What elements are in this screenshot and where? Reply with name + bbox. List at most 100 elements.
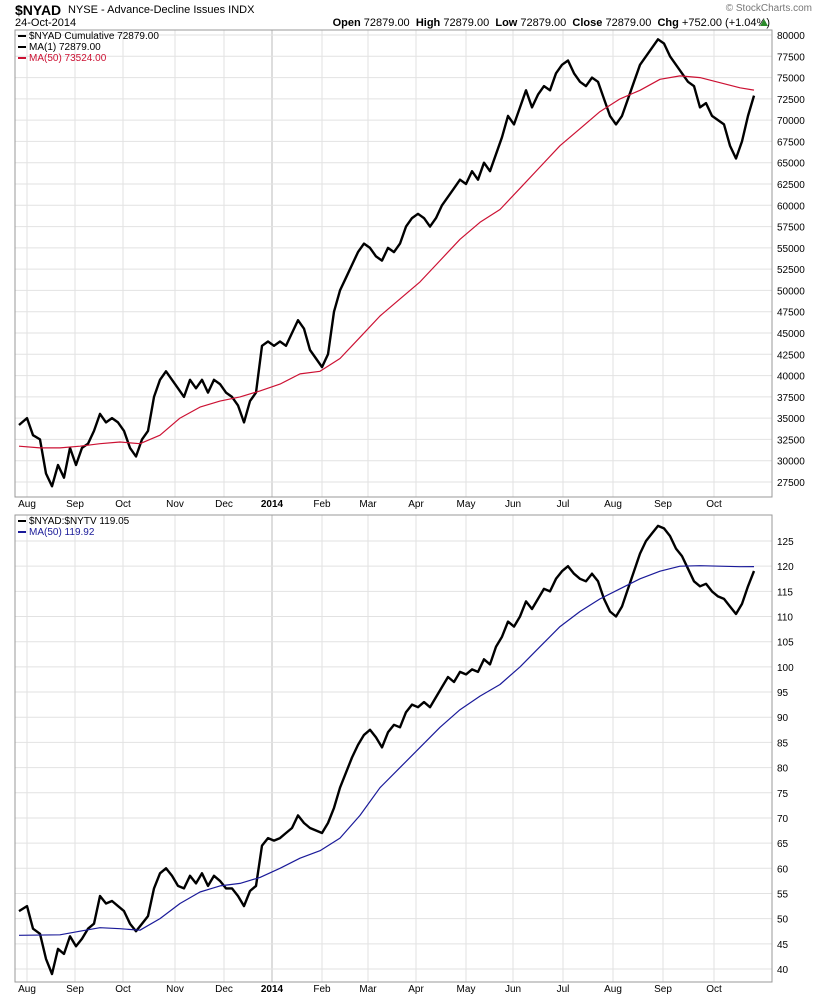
y-tick-label: 55	[777, 889, 789, 900]
y-tick-label: 75000	[777, 74, 805, 85]
x-tick-label: 2014	[261, 499, 284, 510]
y-tick-label: 45000	[777, 329, 805, 340]
x-tick-label: Mar	[359, 984, 377, 995]
y-tick-label: 120	[777, 562, 794, 573]
chart-date: 24-Oct-2014	[15, 17, 77, 29]
close-label: Close	[572, 17, 603, 29]
x-tick-label: Aug	[604, 984, 622, 995]
x-tick-label: Apr	[408, 984, 424, 995]
x-tick-label: Oct	[115, 984, 131, 995]
y-tick-label: 90	[777, 713, 789, 724]
y-tick-label: 72500	[777, 95, 805, 106]
legend-entry: $NYAD:$NYTV 119.05	[29, 516, 130, 527]
x-tick-label: 2014	[261, 984, 284, 995]
y-tick-label: 65000	[777, 159, 805, 170]
y-tick-label: 80	[777, 764, 789, 775]
x-tick-label: Dec	[215, 499, 233, 510]
x-tick-label: Oct	[115, 499, 131, 510]
y-tick-label: 95	[777, 688, 789, 699]
y-tick-label: 55000	[777, 244, 805, 255]
ma50-series-line	[18, 565, 755, 936]
y-tick-label: 110	[777, 613, 793, 624]
y-tick-label: 85	[777, 738, 789, 749]
y-tick-label: 65	[777, 839, 789, 850]
legend-entry: MA(50) 119.92	[29, 527, 95, 538]
panel-ad-ratio: 125 120 115 110 105 100 95 90 85 80 75 70 65 60 55 50 45…	[14, 514, 794, 995]
x-tick-label: Nov	[166, 499, 184, 510]
x-tick-label: Jul	[557, 499, 570, 510]
y-tick-label: 105	[777, 638, 794, 649]
y-tick-label: 45	[777, 940, 789, 951]
legend-entry: MA(50) 73524.00	[29, 53, 107, 64]
y-tick-label: 50000	[777, 286, 805, 297]
ohlc-readout: Open 72879.00 High 72879.00 Low 72879.00…	[333, 17, 770, 29]
chg-value: +752.00 (+1.04%)	[681, 17, 770, 29]
chg-label: Chg	[657, 17, 679, 29]
plot-frame	[14, 514, 773, 983]
open-label: Open	[332, 17, 361, 29]
y-tick-label: 27500	[777, 478, 805, 489]
y-tick-label: 100	[777, 663, 794, 674]
chart-subtitle: NYSE - Advance-Decline Issues INDX	[68, 4, 255, 16]
x-tick-label: Aug	[604, 499, 622, 510]
price-series-line	[18, 524, 756, 976]
legend-entry: MA(1) 72879.00	[29, 42, 101, 53]
x-tick-label: Mar	[359, 499, 377, 510]
y-tick-label: 125	[777, 537, 794, 548]
x-tick-label: Aug	[18, 499, 36, 510]
legend-entry: $NYAD Cumulative 72879.00	[29, 31, 159, 42]
low-value: 72879.00	[520, 17, 567, 29]
y-tick-label: 70000	[777, 116, 805, 127]
x-tick-label: Apr	[408, 499, 424, 510]
y-tick-label: 42500	[777, 350, 805, 361]
y-tick-label: 52500	[777, 265, 805, 276]
y-tick-label: 30000	[777, 457, 805, 468]
y-tick-label: 62500	[777, 180, 805, 191]
price-series-line	[18, 38, 756, 488]
low-label: Low	[495, 17, 518, 29]
x-tick-label: Sep	[66, 984, 84, 995]
x-tick-label: Jun	[505, 499, 521, 510]
x-tick-label: Feb	[313, 984, 331, 995]
y-tick-label: 35000	[777, 414, 805, 425]
up-arrow-icon	[760, 19, 768, 26]
open-value: 72879.00	[363, 17, 410, 29]
y-tick-label: 47500	[777, 308, 805, 319]
x-tick-label: Nov	[166, 984, 184, 995]
y-tick-label: 70	[777, 814, 789, 825]
y-tick-label: 80000	[777, 31, 805, 42]
x-tick-label: May	[457, 499, 476, 510]
x-tick-label: Feb	[313, 499, 331, 510]
x-tick-label: May	[457, 984, 476, 995]
y-tick-label: 60	[777, 864, 789, 875]
y-tick-label: 77500	[777, 52, 805, 63]
ma50-series-line	[18, 75, 755, 449]
x-tick-label: Jun	[505, 984, 521, 995]
x-tick-label: Jul	[557, 984, 570, 995]
high-label: High	[415, 17, 441, 29]
y-tick-label: 57500	[777, 223, 805, 234]
close-value: 72879.00	[605, 17, 652, 29]
high-value: 72879.00	[443, 17, 490, 29]
y-tick-label: 37500	[777, 393, 805, 404]
panel-advance-decline: 80000 77500 75000 72500 70000 67500 65000 62500…	[14, 29, 805, 510]
y-tick-label: 115	[777, 587, 793, 598]
x-tick-label: Sep	[654, 499, 672, 510]
y-tick-label: 32500	[777, 435, 805, 446]
x-tick-label: Dec	[215, 984, 233, 995]
chart-symbol: $NYAD	[15, 2, 62, 18]
x-tick-label: Sep	[654, 984, 672, 995]
y-tick-label: 40	[777, 965, 789, 976]
x-tick-label: Oct	[706, 984, 722, 995]
plot-frame	[14, 29, 773, 498]
stockcharts-credit[interactable]: © StockCharts.com	[725, 3, 812, 14]
y-tick-label: 50	[777, 915, 789, 926]
y-tick-label: 75	[777, 789, 789, 800]
x-tick-label: Oct	[706, 499, 722, 510]
y-tick-label: 60000	[777, 201, 805, 212]
x-tick-label: Aug	[18, 984, 36, 995]
y-tick-label: 40000	[777, 372, 805, 383]
y-tick-label: 67500	[777, 137, 805, 148]
x-tick-label: Sep	[66, 499, 84, 510]
